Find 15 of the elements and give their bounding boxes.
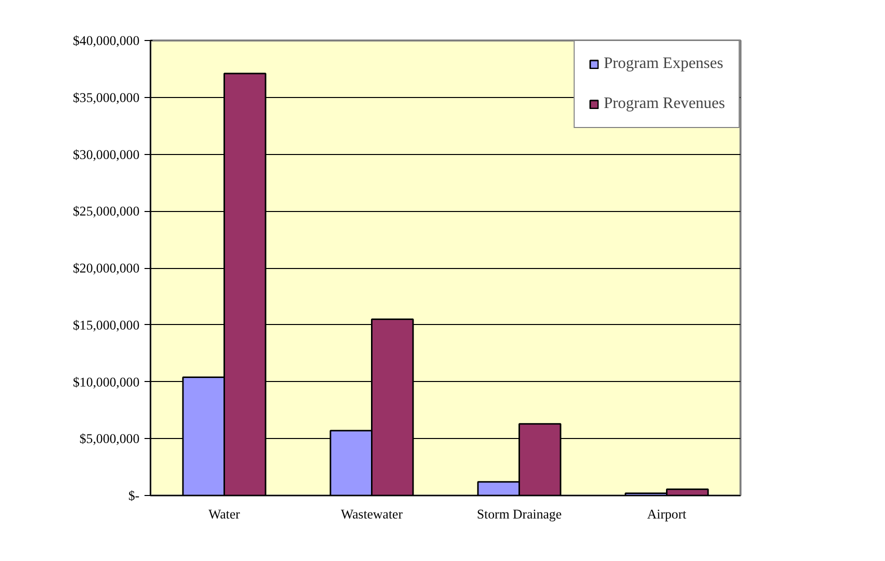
y-tick-label: $35,000,000 — [72, 90, 140, 105]
x-tick-label: Water — [208, 506, 241, 522]
y-tick-label: $5,000,000 — [80, 431, 140, 446]
y-tick-label: $40,000,000 — [72, 33, 140, 48]
y-tick-label: $20,000,000 — [72, 260, 140, 276]
y-tick-label: $10,000,000 — [72, 374, 140, 390]
y-tick-label: $- — [128, 488, 140, 503]
y-tick-label: $15,000,000 — [72, 317, 140, 332]
legend-label: Program Revenues — [604, 95, 725, 113]
x-tick-label: Storm Drainage — [476, 506, 562, 522]
y-tick-label: $30,000,000 — [72, 146, 140, 162]
x-tick-label: Airport — [647, 506, 687, 522]
x-tick-label: Wastewater — [340, 506, 404, 522]
legend-label: Program Expenses — [604, 55, 724, 73]
y-tick-label: $25,000,000 — [72, 204, 140, 219]
